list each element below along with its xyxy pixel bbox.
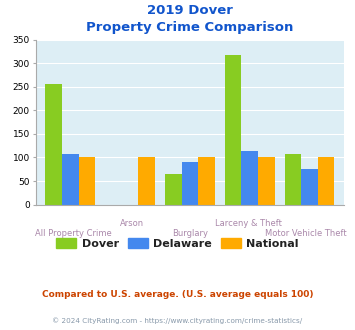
Legend: Dover, Delaware, National: Dover, Delaware, National: [51, 234, 304, 253]
Bar: [79, 157, 95, 205]
Bar: [138, 157, 155, 205]
Bar: [301, 169, 318, 205]
Bar: [225, 55, 241, 205]
Text: Arson: Arson: [120, 219, 144, 228]
Bar: [45, 84, 62, 205]
Bar: [241, 151, 258, 205]
Bar: [62, 154, 79, 205]
Text: Motor Vehicle Theft: Motor Vehicle Theft: [265, 229, 347, 238]
Text: © 2024 CityRating.com - https://www.cityrating.com/crime-statistics/: © 2024 CityRating.com - https://www.city…: [53, 318, 302, 324]
Bar: [258, 157, 275, 205]
Bar: [165, 174, 182, 205]
Text: Larceny & Theft: Larceny & Theft: [214, 219, 282, 228]
Bar: [198, 157, 215, 205]
Text: Burglary: Burglary: [172, 229, 208, 238]
Text: All Property Crime: All Property Crime: [36, 229, 112, 238]
Text: Compared to U.S. average. (U.S. average equals 100): Compared to U.S. average. (U.S. average …: [42, 290, 313, 299]
Title: 2019 Dover
Property Crime Comparison: 2019 Dover Property Crime Comparison: [86, 4, 294, 34]
Bar: [285, 154, 301, 205]
Bar: [182, 162, 198, 205]
Bar: [318, 157, 334, 205]
